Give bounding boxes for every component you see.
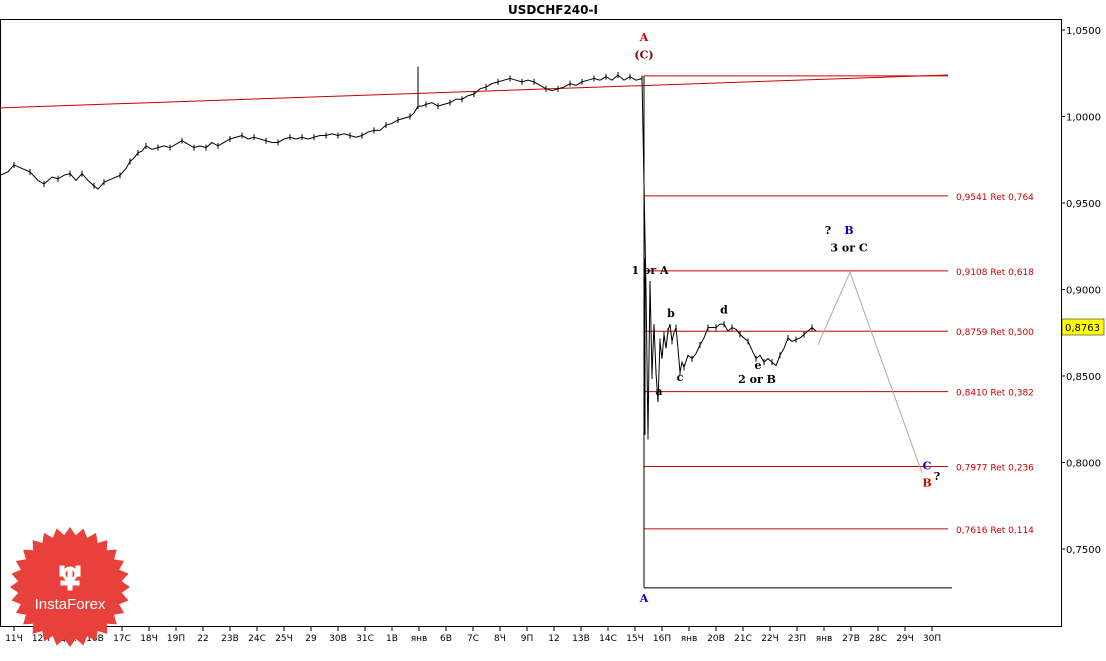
fib-level-label: 0,7977 Ret 0,236	[956, 463, 1034, 473]
instaforex-logo: InstaForex	[10, 527, 130, 647]
current-price-label: 0,8763	[1065, 323, 1100, 334]
plot-frame	[0, 19, 1062, 627]
price-line	[0, 74, 817, 437]
wave-label: 2 or B	[738, 373, 776, 386]
wave-label: d	[720, 304, 728, 317]
chart-title: USDCHF240-I	[508, 3, 598, 17]
x-tick-label: 21С	[734, 634, 752, 644]
wave-label: (C)	[634, 49, 653, 62]
y-tick-label: 0,9000	[1066, 286, 1101, 297]
x-tick-label: 18Ч	[140, 634, 158, 644]
x-tick-label: 30П	[923, 634, 941, 644]
fib-lines: 0,9541 Ret 0,764 0,9108 Ret 0,618 0,8759 R…	[0, 74, 1034, 589]
forecast-path	[817, 270, 923, 474]
x-tick-label: 8Ч	[494, 634, 506, 644]
fib-level-label: 0,9541 Ret 0,764	[956, 193, 1034, 203]
x-tick-label: 17С	[113, 634, 131, 644]
x-tick-label: 12П	[32, 634, 50, 644]
y-tick-label: 1,0000	[1066, 113, 1101, 124]
current-price-box	[1061, 318, 1105, 336]
fib-level-label: 0,9108 Ret 0,618	[956, 268, 1034, 278]
logo-icon	[59, 565, 81, 591]
x-tick-label: 6В	[440, 634, 452, 644]
x-tick-label: 27В	[842, 634, 860, 644]
wave-label: ?	[825, 224, 831, 237]
x-tick-label: 1В	[386, 634, 398, 644]
x-tick-label: 14С	[599, 634, 617, 644]
x-tick-label: 24С	[248, 634, 266, 644]
x-tick-label: 22	[197, 634, 208, 644]
x-tick-label: 7С	[467, 634, 479, 644]
wave-label: 1 or A	[632, 264, 669, 277]
x-tick-label: 12	[548, 634, 559, 644]
y-tick-label: 0,8000	[1066, 459, 1101, 470]
x-tick-label: 15Ч	[626, 634, 644, 644]
x-tick-label: янв	[411, 634, 428, 644]
x-tick-label: 13В	[572, 634, 590, 644]
wave-label: B	[844, 224, 853, 237]
logo-text: InstaForex	[35, 596, 106, 613]
x-tick-label: 31С	[356, 634, 374, 644]
wave-label: c	[677, 371, 684, 384]
x-tick-label: 16П	[653, 634, 671, 644]
wave-label: 3 or C	[830, 241, 867, 254]
wave-label: A	[639, 592, 649, 605]
x-tick-label: 11Ч	[5, 634, 23, 644]
wave-label: B	[922, 477, 931, 490]
x-tick-label: 29	[305, 634, 317, 644]
price-series	[0, 66, 817, 440]
y-tick-label: 0,9500	[1066, 199, 1101, 210]
wave-label: ?	[934, 470, 940, 483]
x-tick-label: 25Ч	[275, 634, 293, 644]
wave-label: A	[639, 31, 649, 44]
fib-level-label: 0,7616 Ret 0,114	[956, 526, 1034, 536]
x-tick-label: 9П	[521, 634, 534, 644]
x-tick-label: янв	[816, 634, 833, 644]
x-tick-label: 20В	[707, 634, 725, 644]
wave-label: a	[655, 385, 662, 398]
axis-ticks: 1,0500 1,0000 0,9500 0,9000 0,8500 0,8000 0,75…	[5, 26, 1101, 644]
x-tick-label: 22Ч	[761, 634, 779, 644]
x-tick-label: 19П	[167, 634, 185, 644]
fib-level-label: 0,8759 Ret 0,500	[956, 328, 1034, 338]
y-tick-label: 1,0500	[1066, 26, 1101, 37]
wave-label: b	[667, 307, 675, 320]
wave-label: e	[755, 359, 762, 372]
x-tick-label: янв	[681, 634, 698, 644]
x-tick-label: 30В	[329, 634, 347, 644]
x-tick-label: 23П	[788, 634, 806, 644]
wave-label: C	[923, 459, 932, 472]
y-tick-label: 0,7500	[1066, 545, 1101, 556]
fib-level-label: 0,8410 Ret 0,382	[956, 389, 1034, 399]
x-tick-label: 29Ч	[896, 634, 914, 644]
x-tick-label: 28С	[869, 634, 887, 644]
x-tick-label: 23В	[221, 634, 239, 644]
y-tick-label: 0,8500	[1066, 372, 1101, 383]
